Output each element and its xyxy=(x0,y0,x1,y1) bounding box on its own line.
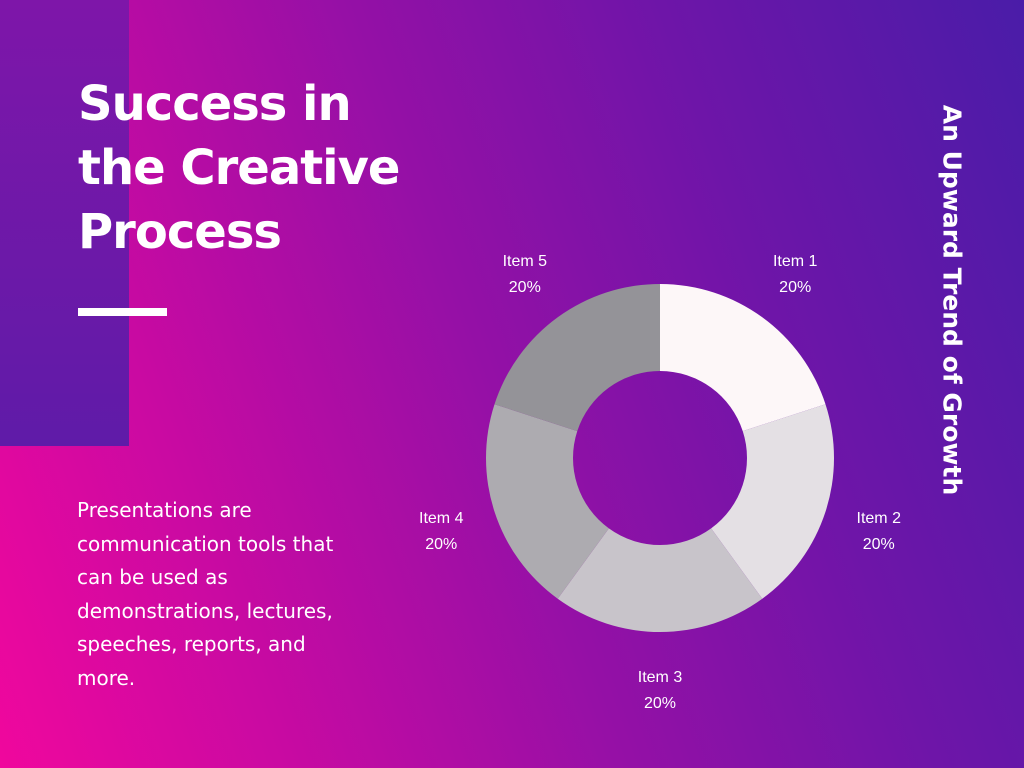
slice-value-3: 20% xyxy=(644,695,676,712)
slide-title: Success in the Creative Process xyxy=(78,72,438,264)
title-line: Process xyxy=(78,204,282,260)
donut-slice-4 xyxy=(486,404,609,599)
donut-slice-3 xyxy=(557,528,763,633)
decorative-panel xyxy=(0,0,129,446)
body-paragraph: Presentations are communication tools th… xyxy=(77,498,334,690)
slice-label-1: Item 1 xyxy=(773,253,818,270)
slice-value-5: 20% xyxy=(509,279,541,296)
slice-label-5: Item 5 xyxy=(503,253,548,270)
title-line: Success in xyxy=(78,76,352,132)
slice-label-2: Item 2 xyxy=(857,510,902,527)
title-line: the Creative xyxy=(78,140,400,196)
slice-value-1: 20% xyxy=(779,279,811,296)
donut-slice-5 xyxy=(494,284,660,432)
slice-value-2: 20% xyxy=(863,536,895,553)
slice-label-4: Item 4 xyxy=(419,510,464,527)
slice-label-3: Item 3 xyxy=(638,669,683,686)
title-underline xyxy=(78,308,167,316)
slice-value-4: 20% xyxy=(425,536,457,553)
donut-slice-2 xyxy=(711,404,834,599)
donut-slice-1 xyxy=(660,284,826,432)
